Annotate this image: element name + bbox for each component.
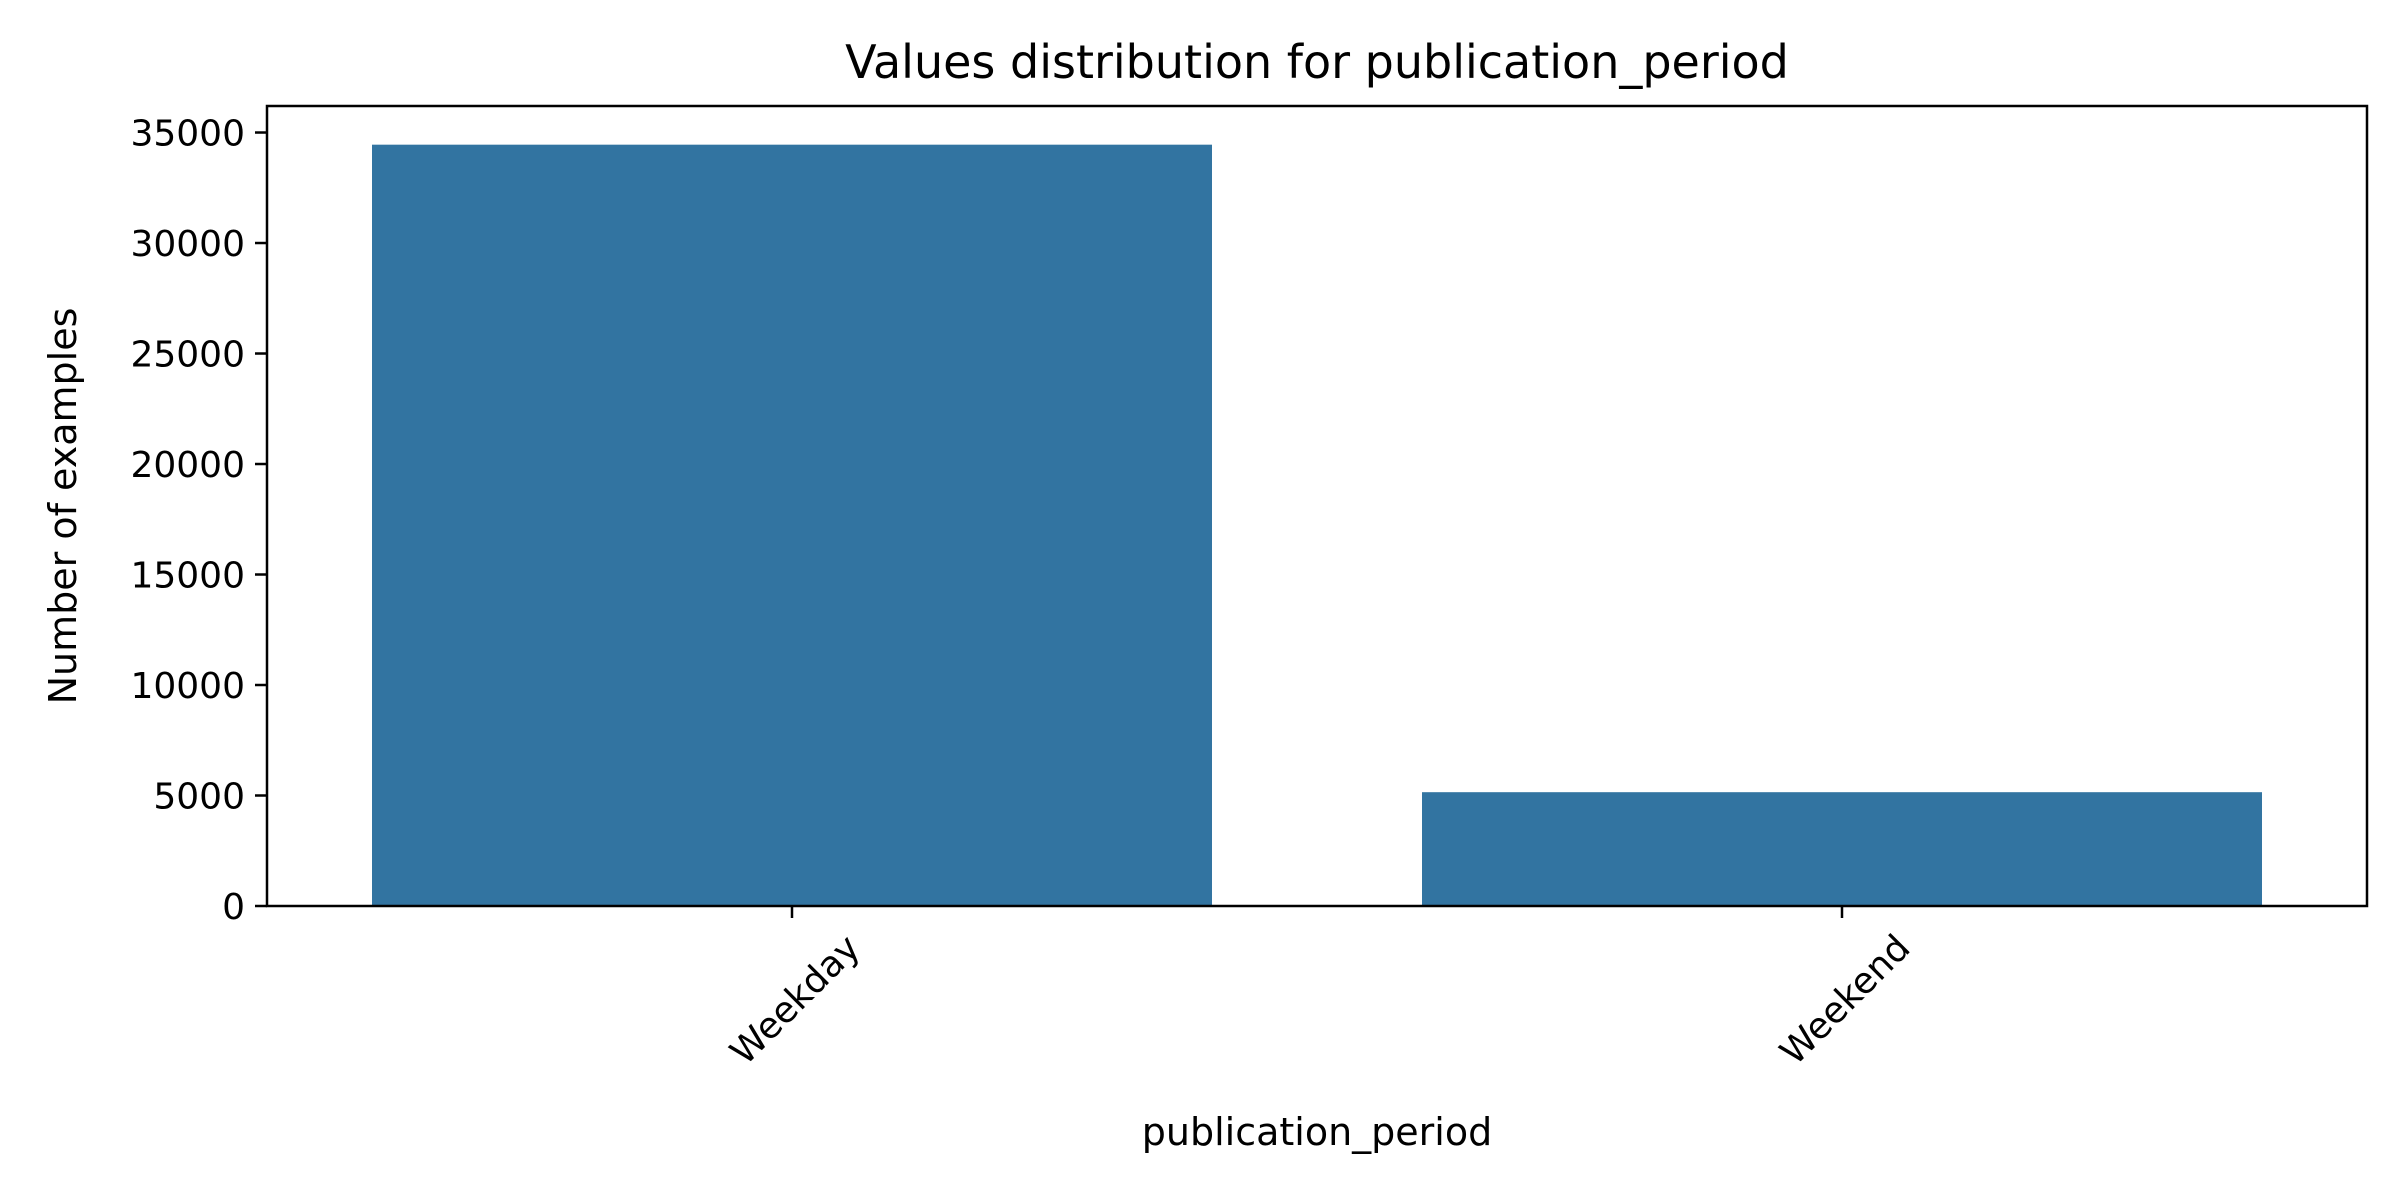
x-axis: Weekday Weekend [723, 906, 1919, 1073]
y-tick-label: 35000 [130, 114, 245, 155]
plot-frame [265, 104, 2369, 908]
x-tick-label: Weekend [1773, 927, 1919, 1073]
chart-title: Values distribution for publication_peri… [845, 35, 1789, 89]
y-axis: 0 5000 10000 15000 20000 25000 30000 35000 [130, 114, 267, 928]
x-tick-label: Weekday [723, 927, 869, 1073]
y-axis-label: Number of examples [41, 308, 85, 705]
y-tick-label: 10000 [130, 666, 245, 707]
x-axis-label: publication_period [1142, 1110, 1492, 1154]
y-tick-label: 15000 [130, 556, 245, 597]
bar-weekend [1422, 792, 2262, 906]
bar-weekday [372, 144, 1212, 907]
y-tick-label: 25000 [130, 335, 245, 376]
bars-layer [372, 144, 2262, 907]
y-tick-label: 20000 [130, 445, 245, 486]
y-tick-label: 0 [222, 887, 245, 928]
y-tick-label: 30000 [130, 224, 245, 265]
y-tick-label: 5000 [153, 777, 245, 818]
